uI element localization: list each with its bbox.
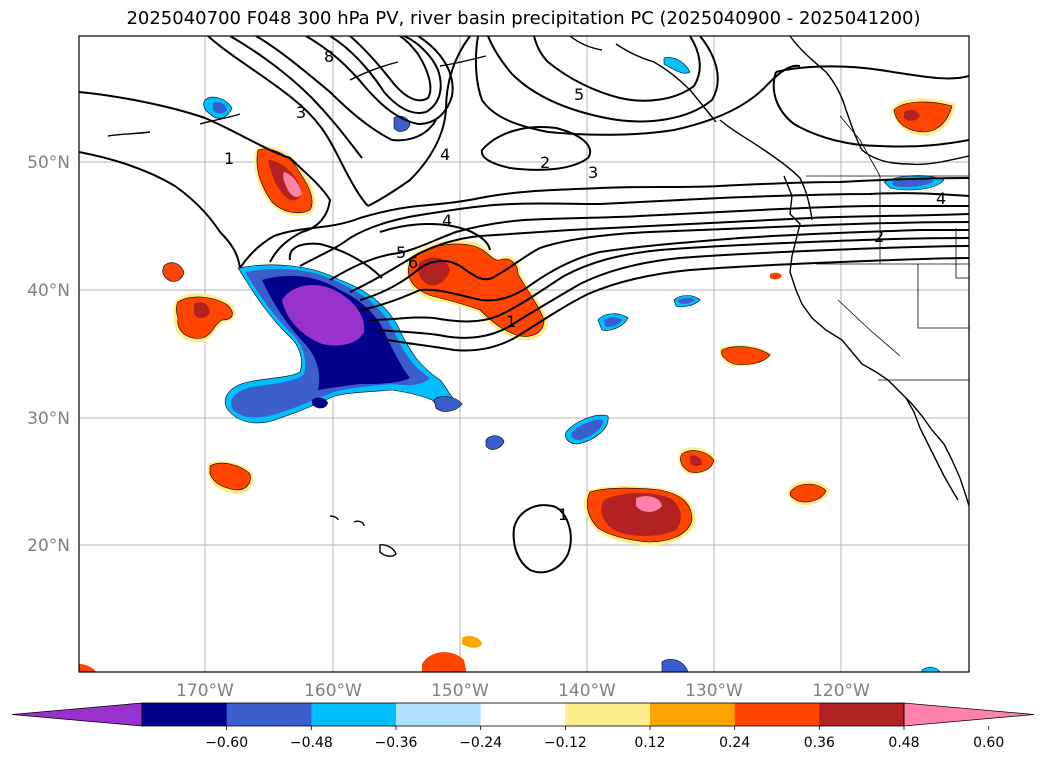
lon-label: 130°W (685, 681, 743, 701)
lat-label: 40°N (27, 281, 70, 301)
contour-label: 5 (574, 85, 584, 104)
map-frame (79, 36, 969, 672)
latitude-labels: 50°N 40°N 30°N 20°N (27, 153, 70, 556)
contour-label: 4 (440, 145, 450, 164)
gridlines (79, 36, 969, 672)
colorbar-bin (734, 703, 820, 726)
precip-negative-anomaly (203, 57, 945, 672)
lat-label: 30°N (27, 409, 70, 429)
colorbar-bin (226, 703, 312, 726)
lat-label: 50°N (27, 153, 70, 173)
lon-label: 170°W (176, 681, 234, 701)
contour-label: 2 (540, 153, 550, 172)
colorbar-bin (480, 703, 566, 726)
map-title: 2025040700 F048 300 hPa PV, river basin … (126, 8, 921, 29)
colorbar-bin (650, 703, 736, 726)
colorbar-tick-label: −0.24 (459, 735, 502, 751)
lon-label: 150°W (431, 681, 489, 701)
colorbar-extend-high (903, 702, 1035, 727)
contour-label: 5 (396, 243, 406, 262)
colorbar-tick-label: −0.60 (205, 735, 248, 751)
colorbar-border (141, 702, 905, 727)
lon-label: 120°W (812, 681, 870, 701)
colorbar-tick-label: 0.48 (888, 735, 919, 751)
lon-label: 160°W (304, 681, 362, 701)
contour-label: 8 (324, 47, 334, 66)
contour-label: 6 (408, 253, 418, 272)
contour-label: 3 (588, 163, 598, 182)
colorbar-tick-label: 0.12 (634, 735, 665, 751)
longitude-labels: 170°W 160°W 150°W 140°W 130°W 120°W (176, 681, 870, 701)
contour-label: 1 (224, 149, 234, 168)
colorbar-bin (565, 703, 651, 726)
colorbar-extend-low (11, 702, 143, 727)
colorbar: −0.60 −0.48 −0.36 −0.24 −0.12 0.12 0.24 0.36 0.4… (11, 702, 1035, 751)
contour-label: 1 (558, 505, 568, 524)
coastlines (107, 36, 969, 557)
map-border (78, 35, 970, 673)
pv-contour-labels: 1 1 1 2 2 3 3 4 4 4 5 5 6 8 (224, 47, 946, 524)
colorbar-bin (142, 703, 228, 726)
colorbar-tick-label: −0.36 (375, 735, 418, 751)
contour-label: 1 (506, 312, 516, 331)
contour-label: 3 (296, 103, 306, 122)
colorbar-tick-label: −0.48 (290, 735, 333, 751)
colorbar-bin (311, 703, 397, 726)
contour-label: 4 (936, 189, 946, 208)
pv-contours (79, 36, 969, 574)
colorbar-bin (819, 703, 905, 726)
lon-label: 140°W (558, 681, 616, 701)
colorbar-tick-label: 0.24 (719, 735, 750, 751)
lat-label: 20°N (27, 536, 70, 556)
colorbar-tick-label: −0.12 (544, 735, 587, 751)
colorbar-tick-label: 0.60 (973, 735, 1004, 751)
colorbar-tick-label: 0.36 (804, 735, 835, 751)
political-borders (806, 115, 969, 381)
contour-label: 4 (442, 211, 452, 230)
colorbar-bin (396, 703, 482, 726)
contour-label: 2 (874, 227, 884, 246)
